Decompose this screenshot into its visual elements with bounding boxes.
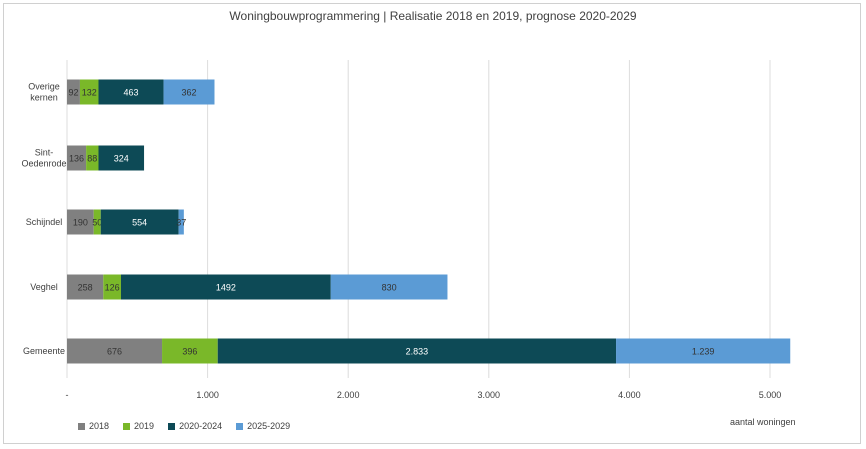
data-label: 136 [69, 154, 84, 164]
data-label: 362 [182, 88, 197, 98]
data-label: 830 [382, 283, 397, 293]
data-label: 190 [73, 218, 88, 228]
x-tick-label: - [66, 390, 69, 400]
bar-segment [67, 274, 104, 300]
legend-label: 2019 [134, 421, 155, 431]
x-tick-label: 3.000 [478, 390, 501, 400]
bar-segment [86, 145, 99, 171]
category-label: kernen [30, 93, 58, 103]
chart-title: Woningbouwprogrammering | Realisatie 201… [229, 9, 637, 23]
bar-segment [103, 274, 121, 300]
data-label: 2.833 [406, 347, 429, 357]
bar-segment [67, 145, 87, 171]
bar-segment [98, 79, 164, 105]
bar-segment [330, 274, 448, 300]
legend-swatch [236, 422, 244, 430]
x-axis-label: aantal woningen [730, 417, 796, 427]
category-label: Oedenrode [21, 159, 66, 169]
legend-label: 2018 [89, 421, 110, 431]
data-label: 1492 [216, 283, 236, 293]
legend-item: 2018 [78, 421, 109, 431]
bars: 92 132 463 362 136 88 324 190 50 554 37 258 126 1492 8… [67, 79, 791, 364]
legend-item: 2025-2029 [236, 421, 290, 431]
data-label: 324 [114, 154, 129, 164]
category-label: Sint- [35, 148, 54, 158]
bar-segment [67, 79, 80, 105]
data-label: 258 [78, 283, 93, 293]
x-tick-label: 1.000 [196, 390, 219, 400]
bar-segment [100, 209, 179, 235]
legend-item: 2019 [123, 421, 154, 431]
data-label: 92 [68, 88, 78, 98]
category-label: Veghel [30, 282, 58, 292]
category-label: Schijndel [26, 217, 63, 227]
data-label: 88 [87, 154, 97, 164]
bar-segment [217, 338, 617, 364]
x-tick-labels: - 1.000 2.000 3.000 4.000 5.000 [66, 390, 782, 400]
bar-segment [178, 209, 184, 235]
legend: 2018 2019 2020-2024 2025-2029 [78, 421, 290, 431]
bar-segment [79, 79, 99, 105]
bar-segment [93, 209, 101, 235]
bar-segment [120, 274, 331, 300]
legend-swatch [168, 422, 176, 430]
legend-label: 2020-2024 [179, 421, 223, 431]
data-label: 396 [182, 347, 197, 357]
data-label: 126 [105, 283, 120, 293]
data-label: 554 [132, 218, 147, 228]
bar-segment [616, 338, 791, 364]
bar-segment [98, 145, 145, 171]
data-label: 676 [107, 347, 122, 357]
bar-segment [67, 338, 163, 364]
x-tick-label: 5.000 [759, 390, 782, 400]
category-label: Gemeente [23, 346, 65, 356]
bar-segment [163, 79, 215, 105]
bar-segment [162, 338, 218, 364]
x-tick-label: 2.000 [337, 390, 360, 400]
data-label: 37 [176, 218, 186, 228]
category-label: Overige [28, 82, 60, 92]
x-tick-label: 4.000 [618, 390, 641, 400]
data-label: 1.239 [692, 347, 715, 357]
legend-label: 2025-2029 [247, 421, 291, 431]
data-label: 132 [82, 88, 97, 98]
data-label: 50 [92, 218, 102, 228]
legend-item: 2020-2024 [168, 421, 222, 431]
legend-swatch [78, 422, 85, 430]
data-label: 463 [124, 88, 139, 98]
bar-segment [67, 209, 94, 235]
legend-swatch [123, 422, 131, 430]
